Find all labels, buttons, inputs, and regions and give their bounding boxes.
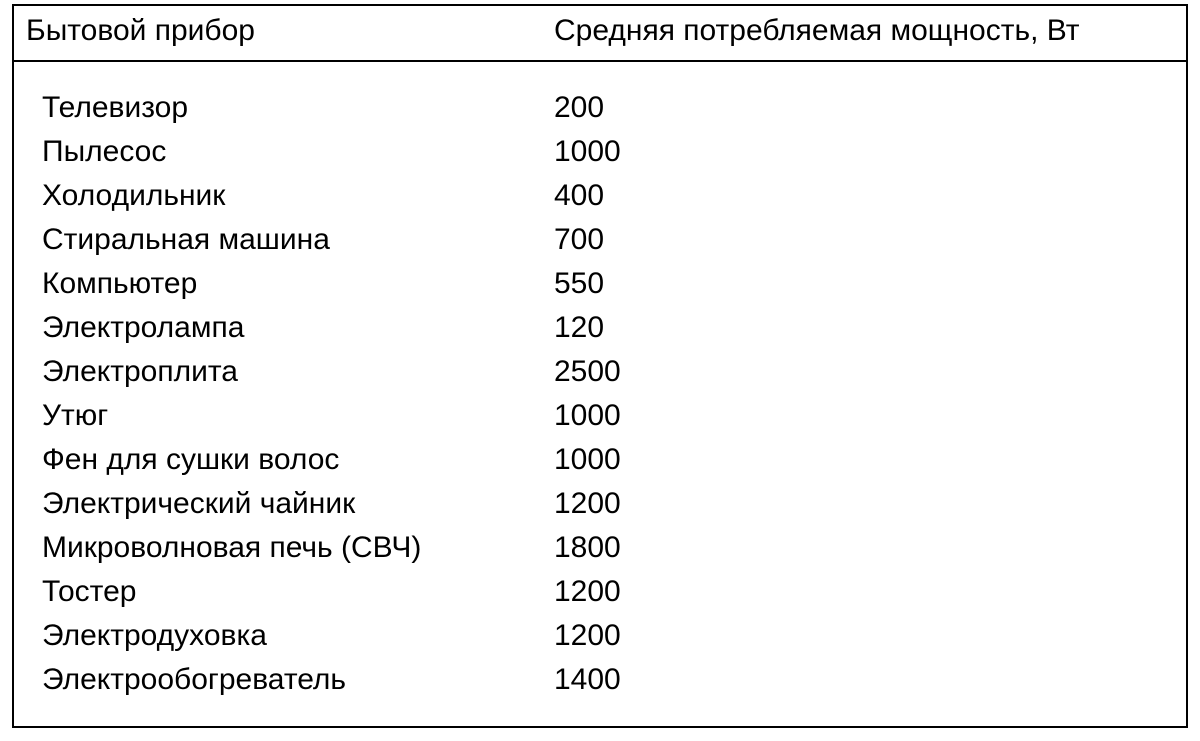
table-row: Электрический чайник 1200 (14, 482, 1186, 526)
table-body: Телевизор 200 Пылесос 1000 Холодильник 4… (14, 62, 1186, 726)
table-row: Электродуховка 1200 (14, 614, 1186, 658)
appliance-power-table: Бытовой прибор Средняя потребляемая мощн… (12, 4, 1188, 728)
cell-name: Микроволновая печь (СВЧ) (14, 533, 554, 563)
cell-power: 1400 (554, 665, 1186, 695)
cell-name: Электрообогреватель (14, 665, 554, 695)
table-row: Телевизор 200 (14, 86, 1186, 130)
cell-name: Телевизор (14, 93, 554, 123)
cell-power: 1800 (554, 533, 1186, 563)
table-row: Тостер 1200 (14, 570, 1186, 614)
cell-name: Фен для сушки волос (14, 445, 554, 475)
cell-name: Холодильник (14, 181, 554, 211)
cell-name: Пылесос (14, 137, 554, 167)
cell-power: 1000 (554, 401, 1186, 431)
cell-name: Стиральная машина (14, 225, 554, 255)
cell-name: Электродуховка (14, 621, 554, 651)
cell-name: Утюг (14, 401, 554, 431)
cell-name: Электролампа (14, 313, 554, 343)
cell-power: 2500 (554, 357, 1186, 387)
cell-power: 200 (554, 93, 1186, 123)
cell-power: 700 (554, 225, 1186, 255)
table-row: Электрообогреватель 1400 (14, 658, 1186, 702)
cell-power: 120 (554, 313, 1186, 343)
cell-name: Компьютер (14, 269, 554, 299)
cell-power: 550 (554, 269, 1186, 299)
table-row: Утюг 1000 (14, 394, 1186, 438)
table-row: Электроплита 2500 (14, 350, 1186, 394)
cell-name: Электроплита (14, 357, 554, 387)
cell-name: Электрический чайник (14, 489, 554, 519)
cell-power: 1000 (554, 445, 1186, 475)
cell-power: 1200 (554, 621, 1186, 651)
table-row: Стиральная машина 700 (14, 218, 1186, 262)
cell-power: 1000 (554, 137, 1186, 167)
table-row: Микроволновая печь (СВЧ) 1800 (14, 526, 1186, 570)
table-header: Бытовой прибор Средняя потребляемая мощн… (14, 6, 1186, 62)
cell-power: 1200 (554, 489, 1186, 519)
cell-power: 1200 (554, 577, 1186, 607)
cell-name: Тостер (14, 577, 554, 607)
table-row: Электролампа 120 (14, 306, 1186, 350)
table-row: Фен для сушки волос 1000 (14, 438, 1186, 482)
cell-power: 400 (554, 181, 1186, 211)
column-header-name: Бытовой прибор (14, 14, 554, 48)
column-header-power: Средняя потребляемая мощность, Вт (554, 14, 1186, 48)
table-row: Компьютер 550 (14, 262, 1186, 306)
table-row: Холодильник 400 (14, 174, 1186, 218)
table-row: Пылесос 1000 (14, 130, 1186, 174)
